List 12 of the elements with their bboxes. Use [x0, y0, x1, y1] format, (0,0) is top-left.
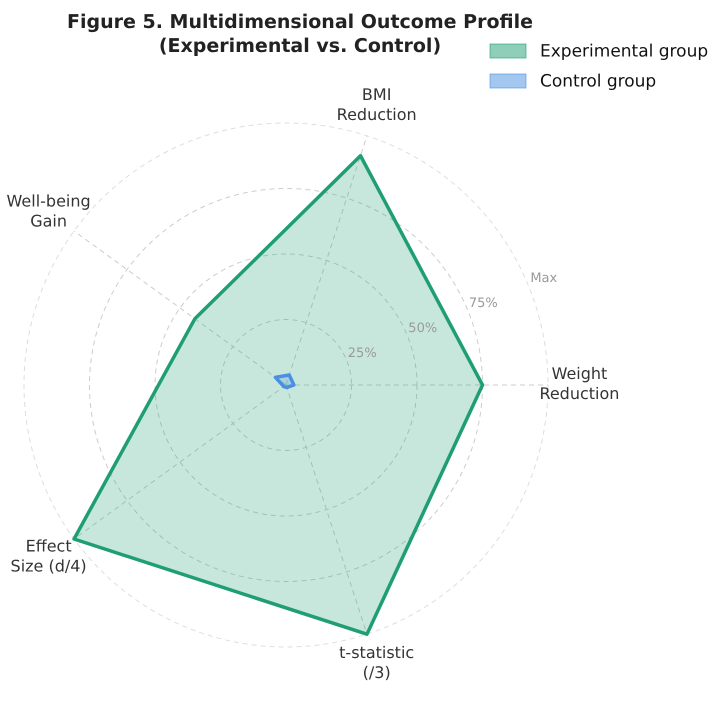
- spoke-label: BMI Reduction: [336, 85, 417, 124]
- chart-title: Figure 5. Multidimensional Outcome Profile (Experimental vs. Control): [67, 11, 533, 57]
- spoke-label: t-statistic (/3): [339, 643, 414, 682]
- legend-label: Experimental group: [540, 42, 708, 62]
- spoke-label: Effect Size (d/4): [10, 536, 87, 576]
- y-tick-label: Max: [530, 270, 558, 286]
- y-tick-label: 25%: [348, 346, 377, 361]
- spoke-label: Weight Reduction: [539, 364, 620, 404]
- y-tick-label: 50%: [408, 320, 438, 336]
- spoke-label: Well-being Gain: [6, 192, 91, 231]
- legend-label: Control group: [540, 72, 656, 92]
- y-tick-label: 75%: [468, 296, 498, 311]
